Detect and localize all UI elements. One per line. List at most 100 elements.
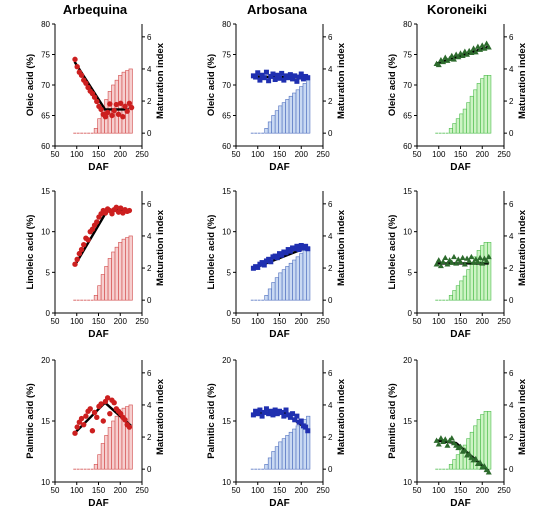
maturation-bar (281, 269, 286, 301)
y-tick-label: 70 (41, 81, 50, 90)
x-tick-label: 150 (92, 150, 106, 159)
column-title-arbequina: Arbequina (63, 2, 128, 17)
y2-tick-label: 4 (147, 232, 152, 241)
maturation-bar (118, 411, 123, 470)
data-point (283, 250, 289, 256)
maturation-bar (125, 406, 130, 470)
data-point (483, 40, 490, 46)
data-point (281, 413, 287, 419)
x-tick-label: 200 (295, 150, 309, 159)
maturation-bar (264, 464, 269, 470)
data-point (259, 413, 265, 419)
data-points (72, 56, 135, 120)
data-point (294, 413, 300, 419)
maturation-bar (292, 428, 297, 470)
y2-tick-label: 2 (147, 97, 152, 106)
data-point (470, 45, 477, 51)
data-point (303, 424, 309, 430)
x-tick-label: 200 (295, 486, 309, 495)
data-point (296, 74, 302, 80)
data-point (472, 455, 479, 462)
data-point (281, 77, 287, 83)
x-tick-label: 200 (476, 486, 490, 495)
data-point (72, 430, 78, 436)
data-point (450, 253, 457, 260)
y-tick-label: 65 (41, 112, 50, 121)
data-point (72, 261, 78, 267)
data-point (253, 74, 259, 80)
x-tick-label: 150 (273, 150, 287, 159)
maturation-bar (107, 427, 112, 470)
data-point (453, 260, 460, 266)
data-point (448, 435, 455, 441)
data-point (287, 414, 293, 420)
y2-tick-label: 2 (147, 433, 152, 442)
data-point (290, 411, 296, 417)
data-point (107, 101, 113, 107)
data-point (468, 49, 475, 55)
data-point (279, 409, 285, 415)
data-point (305, 428, 311, 434)
maturation-bars (73, 404, 133, 470)
data-point (444, 442, 451, 448)
x-tick-label: 200 (476, 317, 490, 326)
x-tick-label: 150 (92, 486, 106, 495)
y2-tick-label: 6 (147, 369, 152, 378)
x-tick-label: 100 (432, 150, 446, 159)
y-tick-label: 10 (403, 228, 412, 237)
data-point (477, 254, 484, 260)
maturation-bar (462, 108, 467, 134)
x-tick-label: 100 (251, 150, 265, 159)
data-point (285, 75, 291, 81)
x-tick-label: 50 (51, 317, 60, 326)
x-tick-label: 50 (413, 150, 422, 159)
data-point (433, 437, 440, 443)
y2-axis-label: Maturation index (517, 42, 528, 119)
y-tick-label: 0 (227, 309, 232, 318)
data-point (272, 407, 278, 413)
x-tick-label: 250 (497, 150, 511, 159)
data-point (268, 408, 274, 414)
maturation-bar (448, 295, 453, 301)
y2-tick-label: 0 (328, 465, 333, 474)
data-point (435, 257, 442, 263)
x-tick-label: 50 (232, 486, 241, 495)
maturation-bar (455, 285, 460, 301)
y2-tick-label: 0 (509, 129, 514, 138)
y2-tick-label: 0 (147, 129, 152, 138)
x-tick-label: 50 (413, 317, 422, 326)
data-point (117, 205, 124, 211)
y2-tick-label: 0 (509, 296, 514, 305)
data-point (113, 101, 120, 108)
y2-tick-label: 6 (509, 33, 514, 42)
y2-tick-label: 2 (509, 97, 514, 106)
y-axis-label: Palmitic acid (%) (25, 383, 36, 459)
maturation-bar (267, 457, 272, 470)
y-tick-label: 75 (41, 51, 50, 60)
maturation-bar (274, 446, 279, 470)
y-tick-label: 15 (41, 417, 50, 426)
x-tick-label: 100 (432, 317, 446, 326)
x-axis-label: DAF (269, 162, 290, 173)
x-tick-label: 150 (454, 317, 468, 326)
data-point (76, 250, 83, 257)
y-tick-label: 0 (408, 309, 413, 318)
data-point (470, 259, 477, 265)
y-tick-label: 0 (46, 309, 51, 318)
data-point (435, 61, 442, 68)
y-axis-label: Oleic acid (%) (387, 54, 398, 116)
data-point (442, 54, 449, 60)
maturation-bar (466, 269, 471, 301)
data-point (485, 469, 492, 475)
data-point (263, 406, 269, 412)
maturation-bar (285, 266, 290, 301)
data-point (485, 44, 492, 50)
x-tick-label: 100 (251, 486, 265, 495)
maturation-bar (295, 89, 300, 134)
x-tick-label: 150 (454, 486, 468, 495)
maturation-bars (250, 415, 311, 470)
maturation-bar (299, 422, 304, 470)
maturation-bar (288, 95, 293, 134)
data-point (277, 75, 282, 81)
